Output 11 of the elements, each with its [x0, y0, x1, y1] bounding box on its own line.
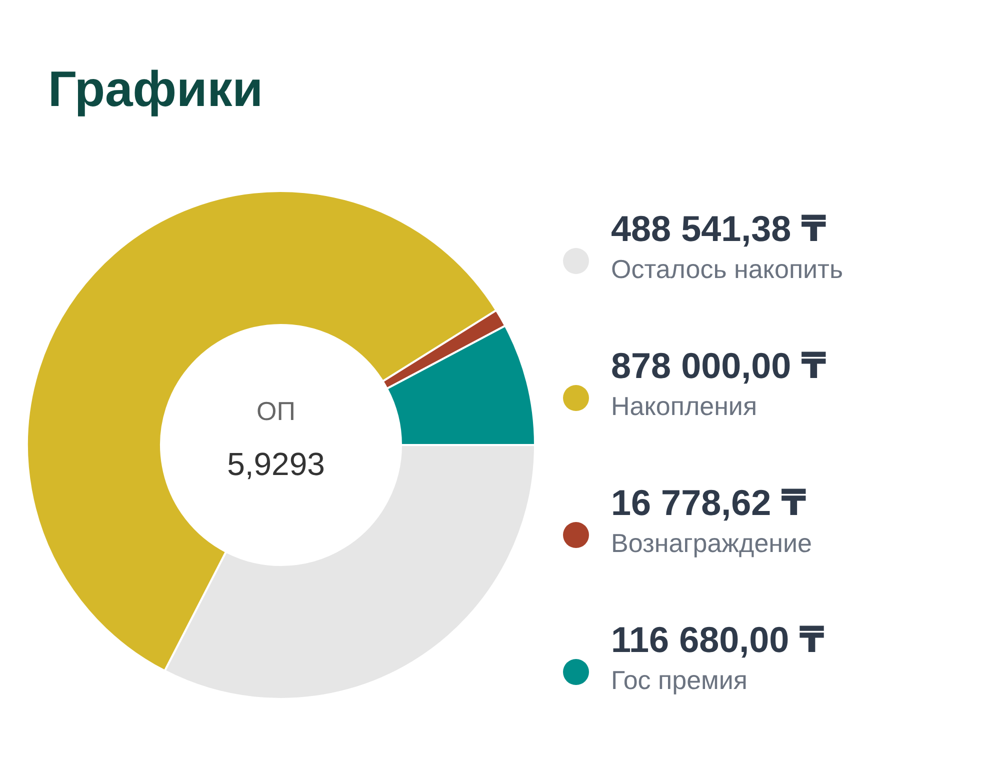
data-label: 16 778,62 ₸ — [611, 482, 808, 524]
data-label: 878 000,00 ₸ — [611, 345, 826, 387]
text: ОП — [256, 396, 296, 427]
legend-label: Гос премия — [611, 665, 748, 696]
chart-title: Графики — [48, 60, 264, 118]
data-label: 116 680,00 ₸ — [611, 619, 824, 661]
legend-label: Вознаграждение — [611, 528, 812, 559]
text: 5,9293 — [226, 446, 326, 483]
legend-label: Осталось накопить — [611, 254, 843, 285]
legend-label: Накопления — [611, 391, 758, 422]
data-label: 488 541,38 ₸ — [611, 208, 828, 250]
